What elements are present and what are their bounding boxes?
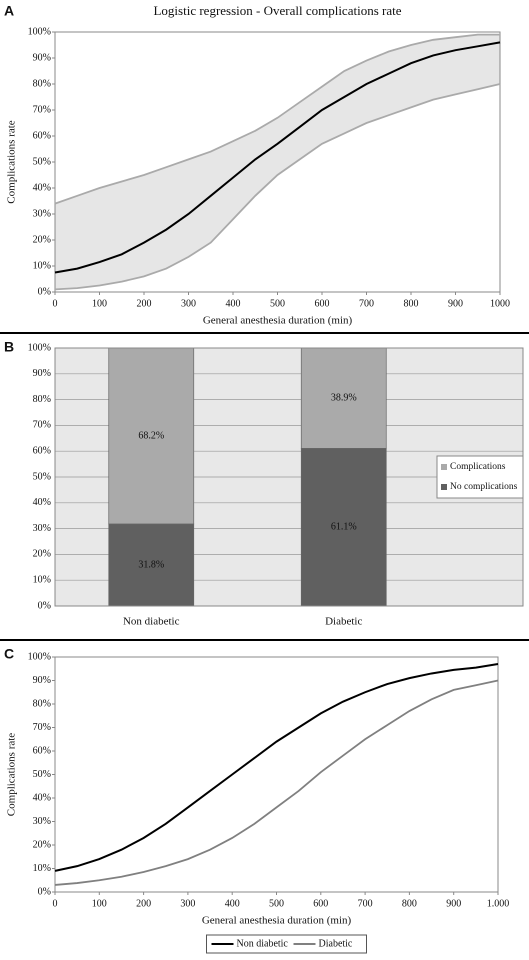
- y-tick-label: 70%: [33, 420, 51, 431]
- x-tick-label: 0: [53, 298, 58, 309]
- x-tick-label: 200: [136, 898, 151, 909]
- x-tick-label: 300: [181, 298, 196, 309]
- y-tick-label: 20%: [33, 839, 51, 850]
- x-tick-label: 900: [446, 898, 461, 909]
- y-tick-label: 0%: [38, 286, 51, 297]
- y-tick-label: 90%: [33, 675, 51, 686]
- legend-label: Non diabetic: [237, 938, 289, 949]
- x-tick-label: 100: [92, 898, 107, 909]
- line: [54, 83, 501, 291]
- legend-swatch: [441, 484, 447, 490]
- y-tick-label: 40%: [33, 792, 51, 803]
- chart-title: Logistic regression - Overall complicati…: [153, 3, 401, 18]
- y-tick-label: 10%: [33, 863, 51, 874]
- y-tick-label: 80%: [33, 698, 51, 709]
- x-tick-label: 300: [180, 898, 195, 909]
- x-axis-label: General anesthesia duration (min): [202, 915, 352, 927]
- x-tick-label: 800: [404, 298, 419, 309]
- y-tick-label: 0%: [38, 886, 51, 897]
- y-tick-label: 10%: [33, 574, 51, 585]
- y-tick-label: 30%: [33, 816, 51, 827]
- plot-border: [54, 31, 501, 293]
- y-tick-label: 60%: [33, 445, 51, 456]
- bar-segment: [300, 448, 387, 607]
- x-tick-label: 900: [448, 298, 463, 309]
- panel-label: B: [4, 339, 14, 355]
- y-tick-label: 50%: [33, 471, 51, 482]
- data-label: 61.1%: [331, 521, 357, 532]
- x-tick-label: 600: [315, 298, 330, 309]
- y-tick-label: 100%: [28, 26, 51, 37]
- y-tick-label: 40%: [33, 182, 51, 193]
- legend-label: Complications: [450, 462, 506, 472]
- y-tick-label: 30%: [33, 208, 51, 219]
- y-tick-label: 60%: [33, 130, 51, 141]
- y-tick-label: 90%: [33, 52, 51, 63]
- panel-label: A: [4, 3, 14, 19]
- y-tick-label: 50%: [33, 769, 51, 780]
- data-label: 31.8%: [138, 559, 164, 570]
- y-tick-label: 20%: [33, 234, 51, 245]
- y-tick-label: 20%: [33, 549, 51, 560]
- line: [54, 663, 499, 872]
- y-tick-label: 80%: [33, 78, 51, 89]
- bar-segment: [300, 347, 387, 449]
- x-tick-label: 800: [402, 898, 417, 909]
- x-tick-label: 400: [225, 898, 240, 909]
- x-tick-label: 700: [359, 298, 374, 309]
- line: [54, 41, 501, 274]
- legend-box: [206, 934, 367, 954]
- x-tick-label: 700: [358, 898, 373, 909]
- x-tick-label: 500: [270, 298, 285, 309]
- x-tick-label: 0: [53, 898, 58, 909]
- y-axis-label: Complications rate: [6, 733, 18, 817]
- y-tick-label: 10%: [33, 260, 51, 271]
- x-tick-label: Non diabetic: [123, 616, 180, 628]
- y-tick-label: 50%: [33, 156, 51, 167]
- panel-label: C: [4, 646, 14, 662]
- line: [54, 33, 500, 205]
- data-label: 68.2%: [138, 430, 164, 441]
- legend-label: Diabetic: [319, 938, 353, 949]
- x-tick-label: 100: [92, 298, 107, 309]
- bar-segment: [108, 523, 195, 607]
- y-tick-label: 80%: [33, 394, 51, 405]
- x-tick-label: 1000: [490, 298, 510, 309]
- y-tick-label: 90%: [33, 368, 51, 379]
- ci-band: [55, 34, 500, 290]
- y-tick-label: 60%: [33, 745, 51, 756]
- y-axis-label: Complications rate: [6, 120, 18, 204]
- y-tick-label: 30%: [33, 523, 51, 534]
- y-tick-label: 100%: [28, 651, 51, 662]
- x-tick-label: 1.000: [487, 898, 510, 909]
- legend-swatch: [441, 464, 447, 470]
- legend-label: No complications: [450, 482, 518, 492]
- y-tick-label: 70%: [33, 722, 51, 733]
- x-tick-label: 400: [226, 298, 241, 309]
- y-tick-label: 70%: [33, 104, 51, 115]
- y-tick-label: 0%: [38, 600, 51, 611]
- y-tick-label: 100%: [28, 342, 51, 353]
- x-tick-label: Diabetic: [325, 616, 362, 628]
- plot-border: [54, 656, 499, 893]
- x-axis-label: General anesthesia duration (min): [203, 315, 353, 327]
- line: [54, 679, 499, 886]
- y-tick-label: 40%: [33, 497, 51, 508]
- x-tick-label: 600: [313, 898, 328, 909]
- x-tick-label: 200: [137, 298, 152, 309]
- x-tick-label: 500: [269, 898, 284, 909]
- data-label: 38.9%: [331, 392, 357, 403]
- legend-box: [436, 455, 524, 499]
